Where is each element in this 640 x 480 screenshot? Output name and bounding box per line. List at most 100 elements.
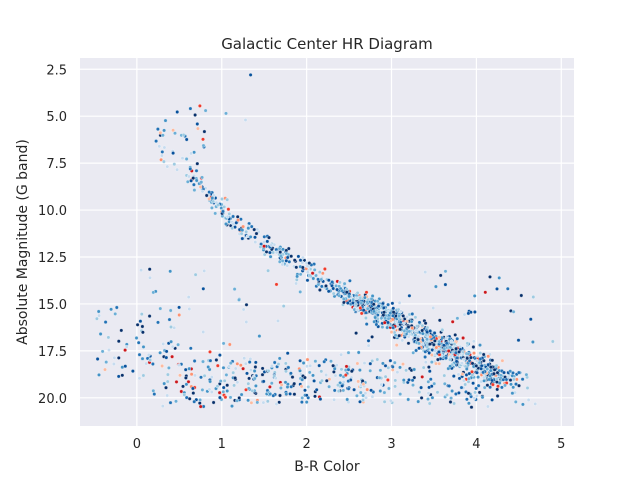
data-point <box>339 352 343 357</box>
data-point <box>243 118 248 122</box>
data-point <box>461 357 466 362</box>
data-point <box>343 373 348 377</box>
data-point <box>332 397 336 402</box>
data-point <box>317 363 322 368</box>
data-point <box>407 378 411 382</box>
data-point <box>355 393 359 398</box>
y-tick-label: 2.5 <box>46 63 67 78</box>
data-point <box>514 382 518 386</box>
data-point <box>193 272 198 277</box>
y-tick-label: 20.0 <box>38 392 67 407</box>
data-point <box>365 300 370 304</box>
data-point <box>298 290 303 294</box>
data-point <box>322 359 327 364</box>
y-tick-label: 7.5 <box>46 157 67 172</box>
data-point <box>113 312 118 316</box>
y-tick-label: 5.0 <box>46 110 67 125</box>
data-point <box>336 389 341 393</box>
data-point <box>446 349 451 353</box>
data-point <box>391 310 396 314</box>
y-tick-labels: 2.5 5.0 7.5 10.0 12.5 15.0 17.5 20.0 <box>38 63 67 407</box>
data-point <box>162 381 167 386</box>
data-point <box>221 385 226 390</box>
data-point <box>410 326 415 330</box>
data-point <box>364 310 368 315</box>
data-point <box>489 365 493 369</box>
data-point <box>120 373 125 378</box>
data-point <box>354 331 358 335</box>
data-point <box>207 197 211 201</box>
data-point <box>486 404 490 409</box>
data-point <box>467 401 471 406</box>
data-point <box>159 157 163 162</box>
data-point <box>290 375 295 379</box>
data-point <box>374 322 379 327</box>
data-point <box>154 139 158 143</box>
data-point <box>412 367 417 372</box>
data-point <box>393 384 397 389</box>
data-point <box>461 378 466 383</box>
data-point <box>308 363 313 368</box>
data-point <box>474 386 478 391</box>
data-point <box>364 322 369 326</box>
data-point <box>460 361 464 366</box>
data-point <box>300 396 305 400</box>
data-point <box>423 360 428 365</box>
data-point <box>373 315 378 320</box>
data-point <box>158 350 162 355</box>
data-point <box>98 332 103 336</box>
data-point <box>218 379 223 383</box>
data-point <box>311 276 316 281</box>
data-point <box>524 372 529 377</box>
data-point <box>206 365 211 369</box>
data-point <box>200 388 205 392</box>
data-point <box>414 328 419 333</box>
data-point <box>511 371 515 375</box>
data-point <box>511 377 516 382</box>
data-point <box>241 366 245 371</box>
data-point <box>224 111 228 116</box>
data-point <box>472 351 476 355</box>
data-point <box>420 375 425 379</box>
data-point <box>324 284 328 288</box>
data-point <box>249 368 253 372</box>
data-point <box>152 392 157 396</box>
data-point <box>478 343 482 347</box>
data-point <box>306 395 311 400</box>
data-point <box>307 261 312 265</box>
data-point <box>244 302 249 307</box>
data-point <box>455 356 459 360</box>
data-point <box>316 282 321 287</box>
data-point <box>235 380 240 385</box>
data-point <box>388 398 393 403</box>
data-point <box>502 370 506 375</box>
data-point <box>158 130 163 135</box>
data-point <box>124 345 129 349</box>
data-point <box>383 316 388 321</box>
data-point <box>406 397 411 402</box>
data-point <box>383 374 388 379</box>
data-point <box>431 342 436 347</box>
data-point <box>195 161 200 166</box>
data-point <box>368 368 373 373</box>
data-point <box>305 364 309 369</box>
data-point <box>210 206 214 210</box>
data-point <box>488 275 492 279</box>
data-point <box>171 151 175 155</box>
chart-title: Galactic Center HR Diagram <box>221 35 433 53</box>
data-point <box>211 400 216 405</box>
data-point <box>419 385 423 390</box>
data-point <box>289 371 293 376</box>
data-point <box>430 353 434 357</box>
data-point <box>475 394 479 398</box>
data-point <box>276 319 280 323</box>
data-point <box>388 358 393 363</box>
data-point <box>533 402 538 406</box>
data-point <box>421 365 426 370</box>
data-point <box>245 234 250 239</box>
data-point <box>160 150 165 154</box>
x-tick-label: 4 <box>472 437 480 452</box>
data-point <box>244 229 249 234</box>
data-point <box>449 396 453 400</box>
data-point <box>455 336 460 341</box>
